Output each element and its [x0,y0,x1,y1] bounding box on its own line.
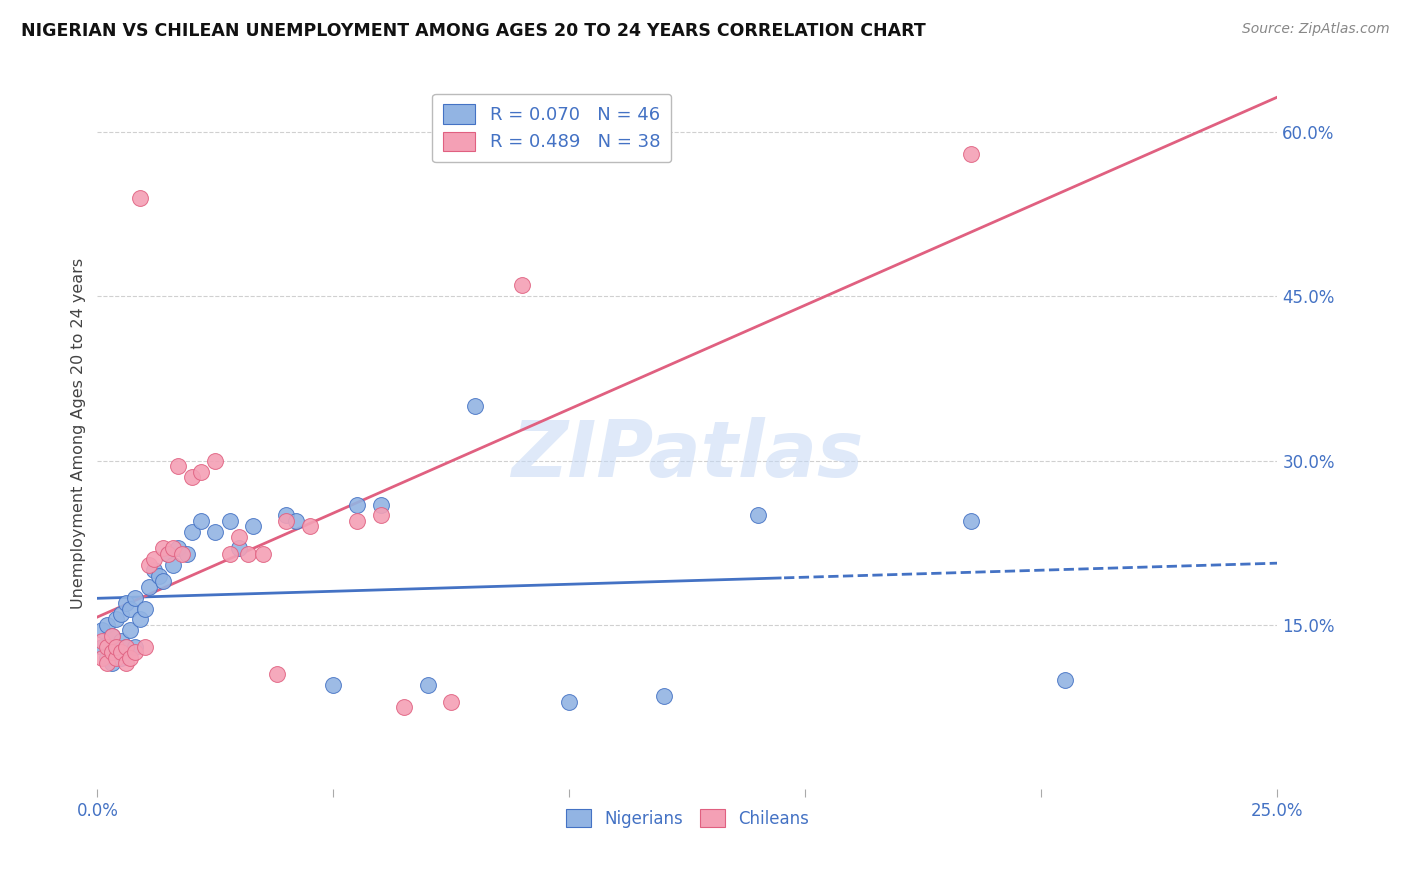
Point [110,650,132,665]
Point [96,657,118,671]
Legend: Nigerians, Chileans: Nigerians, Chileans [560,803,815,834]
Point [510,278,533,293]
Point [176,547,198,561]
Point [134,640,156,654]
Point [346,498,368,512]
Point [96,640,118,654]
Point [298,519,321,533]
Point [96,650,118,665]
Point [218,514,240,528]
Point [148,568,170,582]
Point [100,645,122,659]
Point [276,514,298,528]
Point [138,558,160,572]
Point [266,667,288,681]
Point [124,591,146,605]
Point [91,624,114,638]
Point [110,634,132,648]
Point [128,612,150,626]
Point [228,530,250,544]
Point [392,700,415,714]
Point [110,645,132,659]
Point [959,147,981,161]
Point [652,689,675,703]
Point [204,453,226,467]
Point [162,558,184,572]
Point [152,574,174,589]
Point [91,650,114,665]
Y-axis label: Unemployment Among Ages 20 to 24 years: Unemployment Among Ages 20 to 24 years [72,258,86,609]
Point [120,650,142,665]
Point [100,629,122,643]
Point [152,541,174,556]
Point [105,645,128,659]
Point [138,580,160,594]
Point [204,524,226,539]
Point [276,508,298,523]
Point [190,465,212,479]
Point [114,657,136,671]
Point [558,695,581,709]
Point [157,547,180,561]
Point [134,601,156,615]
Point [228,541,250,556]
Point [322,678,344,692]
Point [120,624,142,638]
Point [172,547,194,561]
Point [218,547,240,561]
Point [105,650,128,665]
Point [91,640,114,654]
Point [166,541,188,556]
Point [143,552,166,566]
Text: NIGERIAN VS CHILEAN UNEMPLOYMENT AMONG AGES 20 TO 24 YEARS CORRELATION CHART: NIGERIAN VS CHILEAN UNEMPLOYMENT AMONG A… [21,22,925,40]
Point [114,640,136,654]
Point [346,514,368,528]
Point [157,547,180,561]
Point [180,470,202,484]
Point [1053,673,1076,687]
Point [440,695,463,709]
Point [124,645,146,659]
Point [162,541,184,556]
Point [242,519,264,533]
Point [166,459,188,474]
Text: ZIPatlas: ZIPatlas [512,417,863,492]
Point [959,514,981,528]
Point [370,498,392,512]
Text: Source: ZipAtlas.com: Source: ZipAtlas.com [1241,22,1389,37]
Point [100,657,122,671]
Point [120,601,142,615]
Point [143,563,166,577]
Point [105,612,128,626]
Point [180,524,202,539]
Point [114,640,136,654]
Point [91,634,114,648]
Point [747,508,769,523]
Point [105,640,128,654]
Point [100,645,122,659]
Point [100,629,122,643]
Point [114,596,136,610]
Point [416,678,439,692]
Point [252,547,274,561]
Point [284,514,307,528]
Point [96,618,118,632]
Point [128,191,150,205]
Point [238,547,260,561]
Point [110,607,132,621]
Point [190,514,212,528]
Point [370,508,392,523]
Point [124,640,146,654]
Point [464,399,486,413]
